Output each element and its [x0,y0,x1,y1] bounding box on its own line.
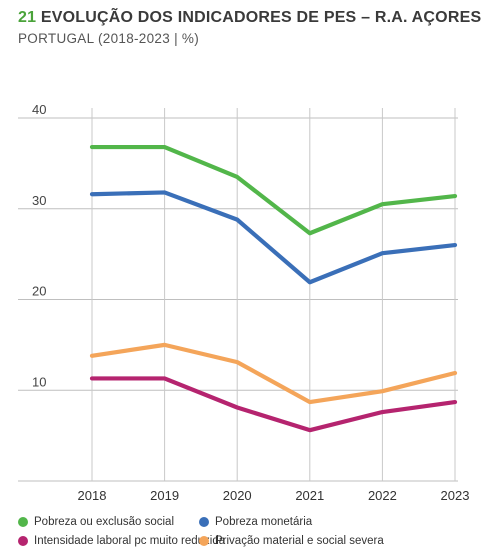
legend-label: Privação material e social severa [215,534,384,547]
chart-subtitle: PORTUGAL (2018-2023 | %) [18,31,200,46]
legend-item: Intensidade laboral pc muito reduzida [18,535,225,547]
legend: Pobreza ou exclusão social Pobreza monet… [18,512,488,550]
line-chart: 10 20 30 40 2018 2019 2020 2021 2022 2023 [18,102,470,503]
x-tick-label: 2019 [150,488,179,503]
legend-swatch [199,535,209,546]
series-line [89,376,458,433]
chart-title-text: EVOLUÇÃO DOS INDICADORES DE PES – R.A. A… [40,9,482,26]
series-line [89,144,458,236]
series-line [89,190,458,285]
legend-label: Intensidade laboral pc muito reduzida [34,534,226,547]
x-tick-label: 2022 [368,488,397,503]
chart-title: 21 EVOLUÇÃO DOS INDICADORES DE PES – R.A… [18,9,481,27]
legend-swatch [18,516,28,527]
legend-item: Pobreza ou exclusão social [18,516,199,528]
x-tick-label: 2023 [441,488,470,503]
legend-item: Pobreza monetária [199,516,312,528]
legend-row: Pobreza ou exclusão social Pobreza monet… [18,512,488,531]
x-tick-label: 2018 [78,488,107,503]
chart-number: 21 [18,9,37,26]
legend-swatch [18,535,28,546]
legend-item: Privação material e social severa [199,535,384,547]
x-tick-label: 2020 [223,488,252,503]
legend-row: Intensidade laboral pc muito reduzida Pr… [18,531,488,550]
y-tick-label: 30 [32,193,46,208]
series-line [89,342,458,405]
legend-swatch [199,516,209,527]
x-tick-label: 2021 [295,488,324,503]
legend-label: Pobreza ou exclusão social [34,515,174,528]
y-tick-label: 40 [32,102,46,117]
y-tick-label: 20 [32,284,46,299]
legend-label: Pobreza monetária [215,515,313,528]
y-axis-ticks: 10 20 30 40 [32,102,46,389]
y-tick-label: 10 [32,374,46,389]
series-lines [89,144,458,433]
chart-area: 10 20 30 40 2018 2019 2020 2021 2022 2023 [18,102,480,506]
x-axis-ticks: 2018 2019 2020 2021 2022 2023 [78,488,470,503]
grid [18,108,458,482]
